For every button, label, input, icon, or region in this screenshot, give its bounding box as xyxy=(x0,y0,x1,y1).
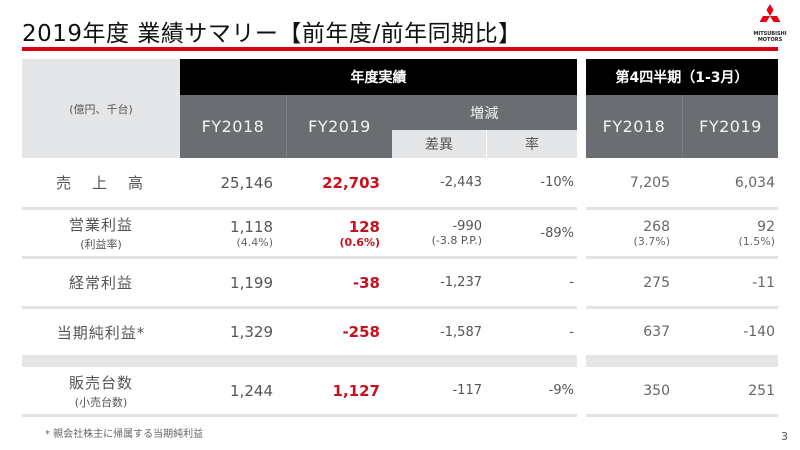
cell-fy2019: 1,127 xyxy=(332,381,380,400)
column-divider xyxy=(286,95,287,158)
col-header-difference: 差異 xyxy=(392,130,486,158)
cell-fy2018: 1,199 xyxy=(230,273,273,292)
cell-q-fy2018: 350 xyxy=(643,382,670,399)
cell-difference: -1,237 xyxy=(440,275,482,290)
row-divider xyxy=(22,207,577,210)
row-divider xyxy=(586,306,778,309)
cell-rate: - xyxy=(569,324,574,340)
col-header-q-fy2019: FY2019 xyxy=(683,95,778,158)
logo-text-line1: MITSUBISHI xyxy=(753,31,787,37)
section-spacer-band xyxy=(22,355,577,367)
cell-fy2018: 25,146 xyxy=(220,173,274,192)
row-label: 売 上 高 xyxy=(55,174,146,192)
col-header-fy2018: FY2018 xyxy=(180,95,286,158)
cell-q-fy2018: 275 xyxy=(643,274,670,291)
cell-rate: -10% xyxy=(540,175,574,190)
row-divider xyxy=(22,306,577,309)
page-title: 2019年度 業績サマリー【前年度/前年同期比】 xyxy=(22,21,522,47)
cell-fy2019: -258 xyxy=(342,323,380,341)
row-label: 当期純利益* xyxy=(56,323,146,342)
cell-q-fy2019: -140 xyxy=(743,324,775,340)
row-label: 経常利益 xyxy=(68,274,133,292)
cell-q-fy2019: 251 xyxy=(748,382,775,399)
column-divider xyxy=(486,130,487,158)
mitsubishi-three-diamonds-icon xyxy=(759,4,781,22)
logo-text-line2: MOTORS xyxy=(757,37,783,43)
cell-q-fy2018: 7,205 xyxy=(629,174,670,191)
row-label: 販売台数 (小売台数) xyxy=(68,373,133,409)
row-divider xyxy=(586,256,778,259)
cell-q-fy2019: 6,034 xyxy=(734,174,775,191)
col-header-fy2019: FY2019 xyxy=(287,95,392,158)
annual-results-header: 年度実績 xyxy=(180,59,577,95)
cell-q-fy2019: -11 xyxy=(752,274,775,291)
cell-q-fy2019: 92 (1.5%) xyxy=(738,218,775,248)
col-header-rate: 率 xyxy=(487,130,577,158)
cell-rate: - xyxy=(569,275,574,290)
title-underline xyxy=(22,47,778,51)
row-divider xyxy=(22,256,577,259)
row-divider xyxy=(586,207,778,210)
unit-label: (億円、千台) xyxy=(22,59,180,158)
cell-fy2018: 1,118 (4.4%) xyxy=(230,217,273,249)
cell-difference: -2,443 xyxy=(440,175,482,190)
footnote: * 親会社株主に帰属する当期純利益 xyxy=(45,429,204,440)
cell-rate: -89% xyxy=(540,225,574,241)
cell-difference: -990 (-3.8 P.P.) xyxy=(431,219,482,247)
q4-header: 第4四半期（1-3月） xyxy=(586,59,778,95)
section-spacer-band xyxy=(586,355,778,367)
change-group-header: 増減 xyxy=(392,95,577,130)
cell-fy2018: 1,244 xyxy=(230,381,273,400)
row-divider xyxy=(22,414,577,417)
cell-rate: -9% xyxy=(548,383,574,398)
cell-difference: -117 xyxy=(452,383,482,398)
cell-fy2019: 22,703 xyxy=(322,173,380,192)
row-label: 営業利益 (利益率) xyxy=(68,216,133,251)
col-header-q-fy2018: FY2018 xyxy=(586,95,682,158)
cell-q-fy2018: 637 xyxy=(643,324,670,340)
cell-difference: -1,587 xyxy=(440,324,482,340)
company-logo: MITSUBISHI MOTORS xyxy=(748,4,792,44)
cell-fy2019: -38 xyxy=(352,273,380,292)
page-number: 3 xyxy=(781,430,788,443)
cell-fy2019: 128 (0.6%) xyxy=(339,217,380,249)
cell-fy2018: 1,329 xyxy=(230,323,273,341)
column-divider xyxy=(682,95,683,158)
cell-q-fy2018: 268 (3.7%) xyxy=(633,218,670,248)
row-divider xyxy=(586,414,778,417)
